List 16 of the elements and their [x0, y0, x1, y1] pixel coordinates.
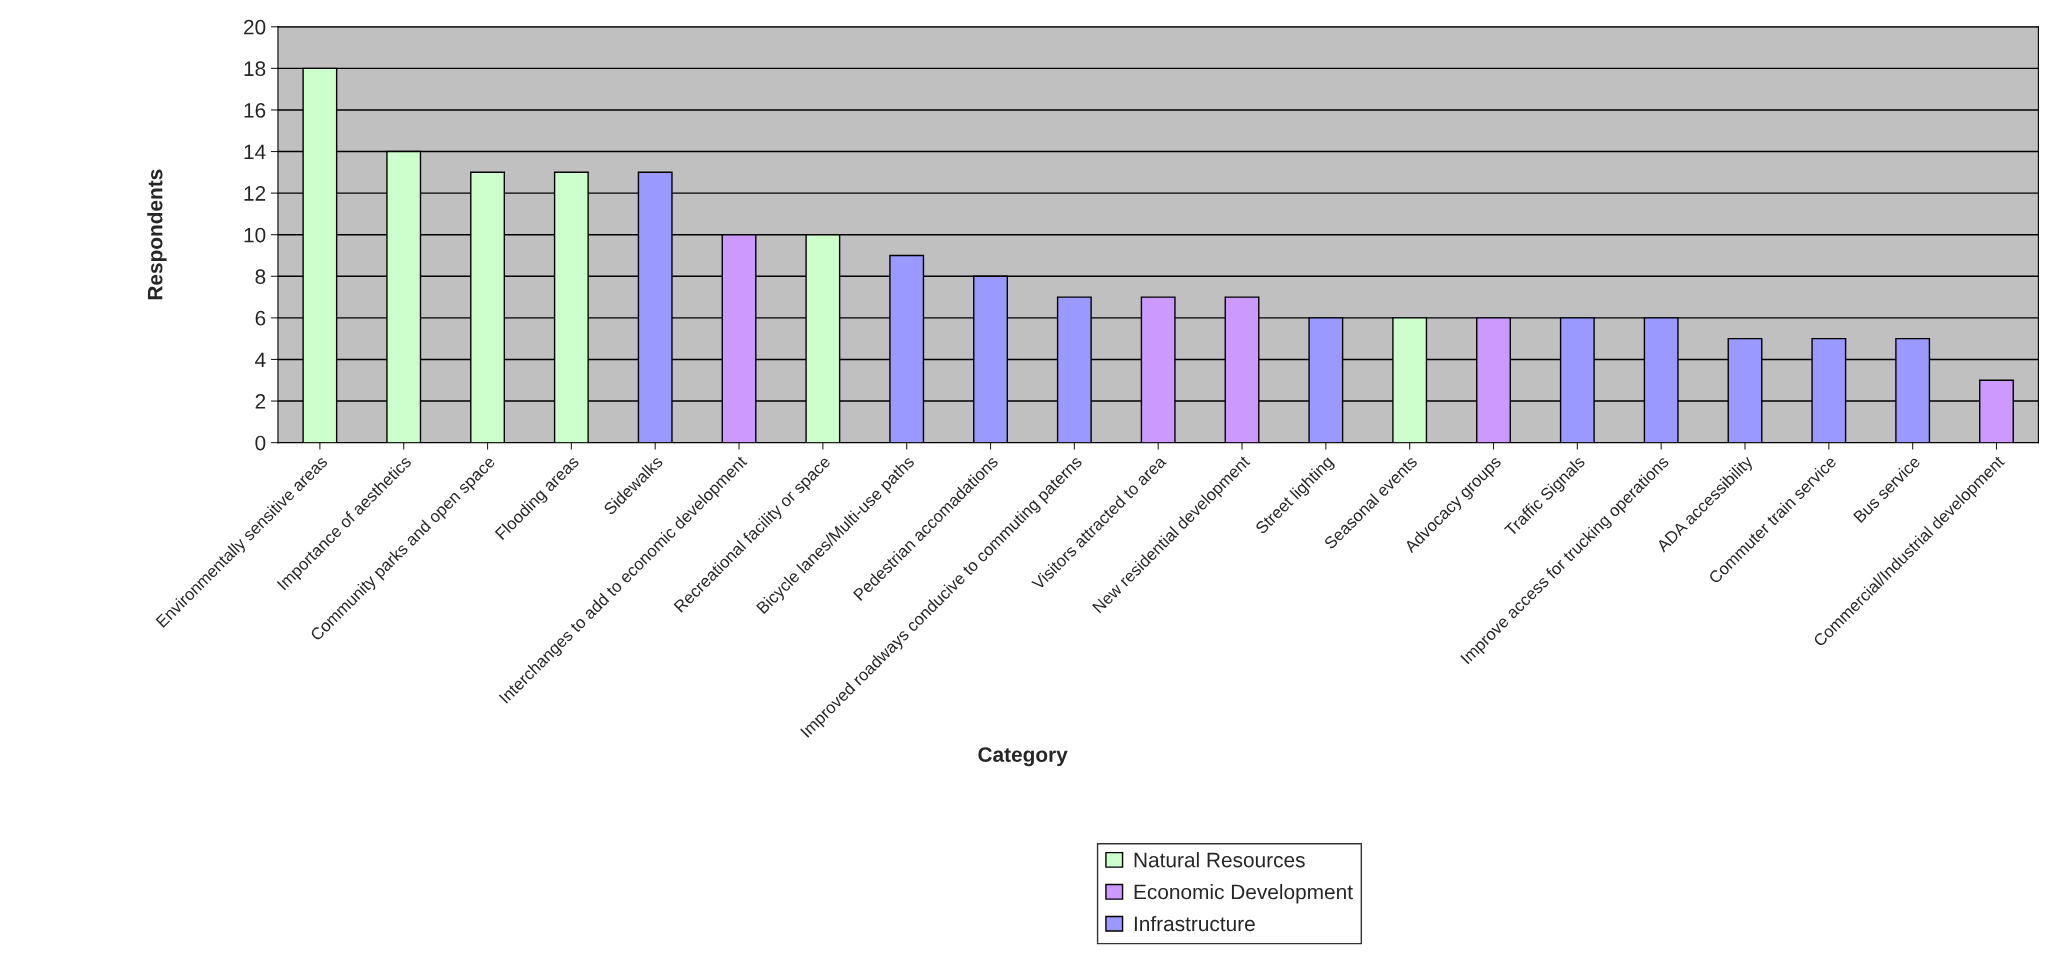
y-tick-label: 14: [244, 144, 266, 160]
y-tick-label: 4: [255, 352, 266, 367]
legend-label: Natural Resources: [1134, 852, 1305, 868]
y-tick-label: 20: [244, 19, 266, 35]
y-tick-label: 12: [244, 186, 266, 201]
y-tick-label: 8: [255, 269, 266, 285]
y-tick-label: 2: [255, 394, 266, 409]
y-tick-label: 16: [244, 102, 266, 118]
legend-label: Infrastructure: [1134, 915, 1255, 932]
x-axis-title: Category: [978, 747, 1068, 767]
y-tick-label: 6: [255, 310, 266, 326]
legend-label: Economic Development: [1134, 884, 1353, 904]
y-axis-title: Respondents: [147, 169, 167, 300]
y-tick-label: 10: [244, 227, 266, 243]
y-tick-label: 18: [244, 61, 266, 77]
y-tick-label: 0: [255, 435, 266, 451]
